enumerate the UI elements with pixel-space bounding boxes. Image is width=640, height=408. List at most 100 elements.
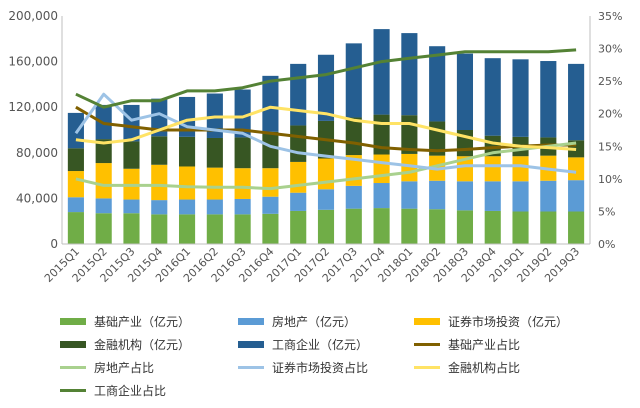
y-tick-label: 200,000: [8, 9, 58, 23]
bar-segment: [123, 199, 140, 214]
bar-segment: [290, 63, 307, 126]
y-tick-label: 40,000: [16, 191, 58, 205]
x-axis: 2015Q12015Q22015Q32015Q42016Q12016Q22016…: [42, 243, 590, 285]
bar-segment: [512, 59, 529, 137]
bar-segment: [568, 63, 585, 141]
bar-segment: [290, 210, 307, 244]
bar-segment: [234, 168, 251, 199]
bar-segment: [512, 181, 529, 212]
bar-segment: [484, 156, 501, 182]
bar-segment: [206, 199, 223, 215]
bar-segment: [568, 157, 585, 181]
bar-segment: [67, 112, 84, 149]
y2-tick-label: 35%: [598, 10, 622, 23]
bar-segment: [456, 156, 474, 182]
bar-segment: [512, 211, 529, 244]
bar-segment: [262, 213, 279, 244]
bar-segment: [178, 199, 196, 215]
bar-segment: [67, 171, 84, 198]
bar-segment: [568, 180, 585, 212]
bar-segment: [317, 158, 335, 190]
y-tick-label: 120,000: [8, 100, 58, 114]
bar-segment: [373, 29, 390, 115]
bar-segment: [151, 200, 168, 215]
bar-segment: [290, 125, 307, 162]
bar-segment: [262, 196, 279, 214]
bar-segment: [67, 212, 84, 244]
bar-segment: [373, 183, 390, 209]
bar-segment: [95, 139, 112, 164]
y-axis-left: 0 40,000 80,000 120,000 160,000 200,000: [8, 9, 63, 251]
bar-segment: [401, 153, 418, 182]
y-tick-label: 80,000: [16, 146, 58, 160]
bar-segment: [151, 136, 168, 165]
bar-segment: [95, 213, 112, 244]
y2-tick-label: 5%: [598, 205, 615, 218]
bar-segment: [345, 208, 362, 244]
bar-segment: [290, 192, 307, 211]
bar-segment: [151, 98, 168, 137]
bar-segment: [540, 180, 557, 212]
bar-segment: [234, 137, 251, 169]
bar-segment: [262, 168, 279, 197]
bar-segment: [484, 181, 501, 211]
bar-segment: [456, 181, 474, 211]
bar-segment: [234, 198, 251, 215]
bar-segment: [123, 213, 140, 244]
y-axis-right: 0% 5% 10% 15% 20% 25% 30% 35%: [589, 10, 622, 251]
bar-segment: [151, 214, 168, 244]
bars: [67, 29, 585, 244]
bar-segment: [484, 210, 501, 244]
y2-tick-label: 10%: [598, 173, 622, 186]
bar-segment: [540, 61, 557, 138]
bar-segment: [290, 161, 307, 193]
bar-segment: [206, 167, 223, 200]
bar-segment: [429, 46, 446, 122]
bar-segment: [95, 198, 112, 214]
bar-segment: [206, 137, 223, 168]
bar-segment: [373, 208, 390, 244]
bar-segment: [401, 33, 418, 116]
bar-segment: [568, 211, 585, 244]
bar-segment: [178, 136, 196, 167]
bar-segment: [123, 104, 140, 142]
bar-segment: [178, 166, 196, 200]
bar-segment: [401, 208, 418, 244]
bar-segment: [484, 58, 501, 136]
bar-segment: [512, 156, 529, 182]
bar-segment: [234, 214, 251, 244]
bar-segment: [317, 54, 335, 121]
series-line: [74, 92, 577, 174]
series-line: [75, 141, 577, 191]
bar-segment: [429, 209, 446, 244]
bar-segment: [456, 210, 474, 244]
lines: [74, 48, 577, 191]
bar-segment: [540, 211, 557, 244]
y2-tick-label: 25%: [598, 75, 622, 88]
y2-tick-label: 0%: [598, 238, 615, 251]
bar-segment: [206, 214, 223, 244]
bar-segment: [123, 141, 140, 169]
y-tick-label: 160,000: [8, 55, 58, 69]
series-line: [75, 48, 577, 109]
bar-segment: [373, 154, 390, 184]
bar-segment: [345, 117, 362, 156]
bar-segment: [234, 89, 251, 138]
bar-segment: [317, 189, 335, 210]
y2-tick-label: 20%: [598, 108, 622, 121]
y2-tick-label: 15%: [598, 140, 622, 153]
bar-segment: [178, 214, 196, 244]
bar-segment: [67, 148, 84, 172]
bar-segment: [456, 53, 474, 131]
bar-segment: [151, 164, 168, 201]
bar-segment: [262, 131, 279, 169]
bar-segment: [95, 163, 112, 199]
bar-segment: [345, 43, 362, 118]
bar-segment: [345, 185, 362, 209]
bar-segment: [401, 181, 418, 209]
bar-segment: [317, 209, 335, 244]
bar-segment: [262, 75, 279, 132]
bar-segment: [429, 180, 446, 210]
series-line: [75, 105, 577, 151]
